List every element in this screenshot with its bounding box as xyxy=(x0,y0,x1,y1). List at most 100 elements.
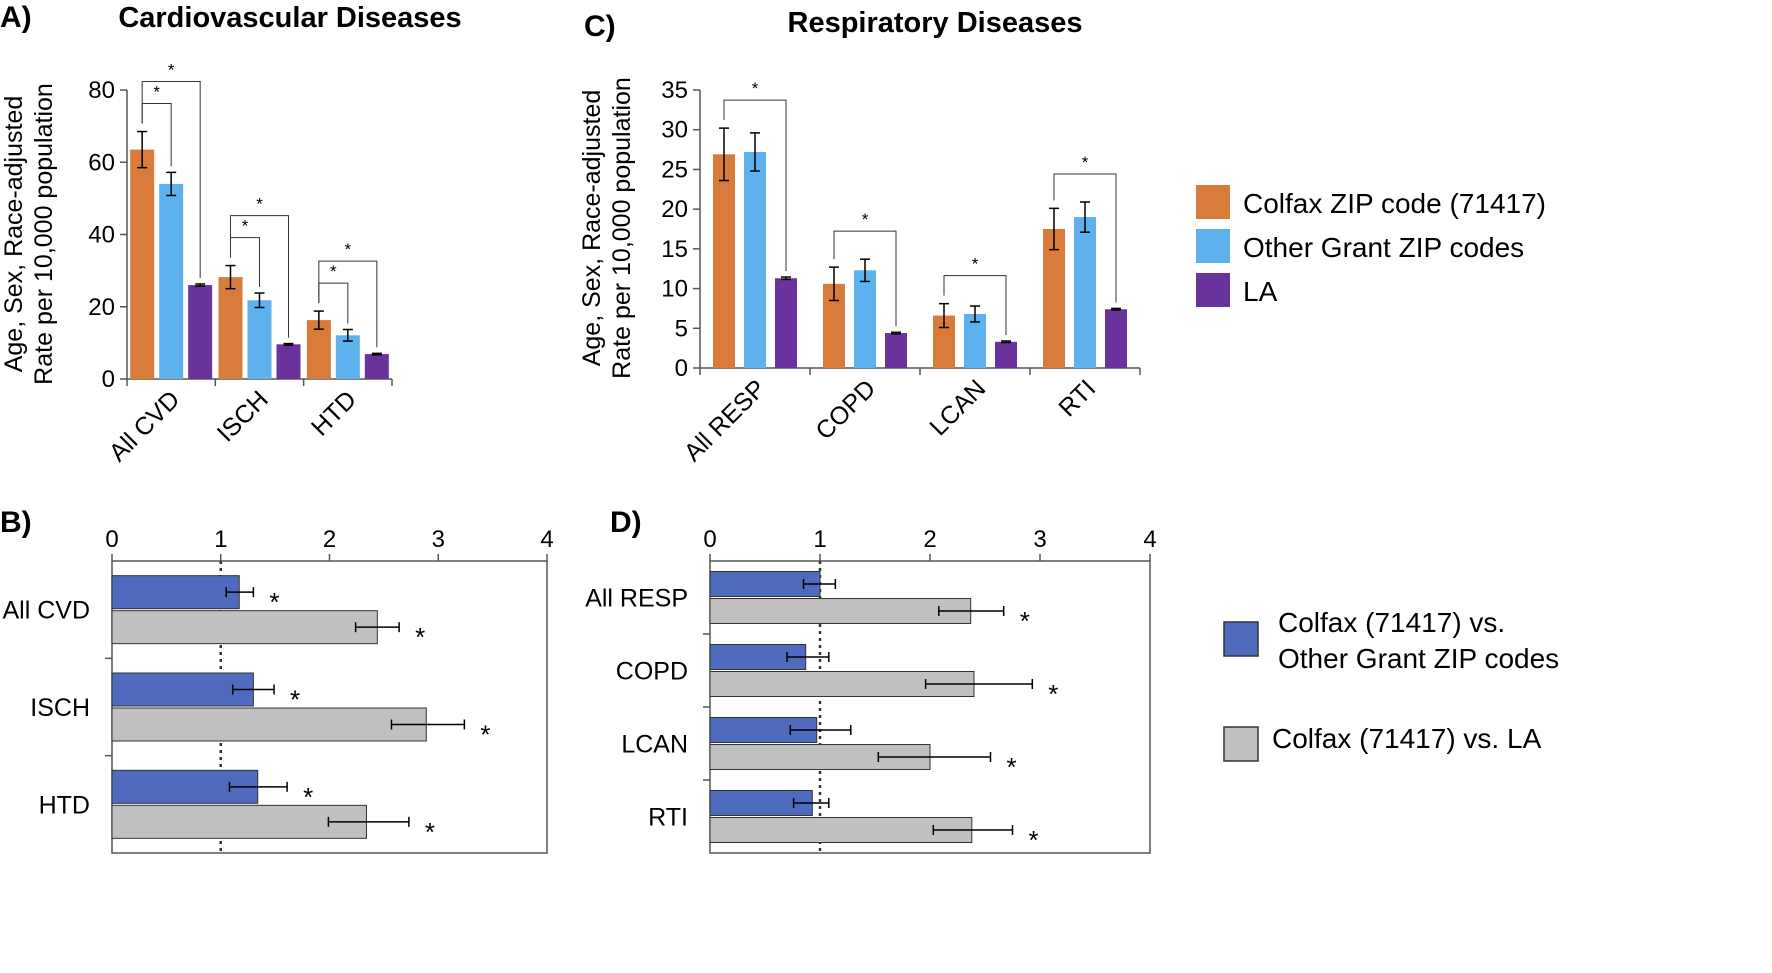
significance-bracket xyxy=(943,275,1007,335)
category-label: ISCH xyxy=(212,385,274,447)
bar xyxy=(218,277,243,379)
legend-label: LA xyxy=(1243,276,1278,307)
bar xyxy=(111,804,367,839)
significance-marker: * xyxy=(1029,825,1039,855)
legend-label: Colfax ZIP code (71417) xyxy=(1243,188,1546,219)
bar xyxy=(709,598,972,624)
panel-a: A) Cardiovascular Diseases Age, Sex, Race-… xyxy=(0,1,462,467)
category-label: All CVD xyxy=(2,597,90,625)
significance-marker: * xyxy=(290,685,300,715)
bar xyxy=(306,320,331,379)
bar xyxy=(1074,217,1096,368)
category-label: All RESP xyxy=(585,585,688,613)
chart-title: Respiratory Diseases xyxy=(788,7,1083,39)
bar xyxy=(1043,229,1065,368)
significance-marker: * xyxy=(972,255,979,274)
legend-swatch xyxy=(1223,726,1259,762)
y-tick-label: 0 xyxy=(102,366,115,393)
panel-b: B) 0 1 2 3 4 All CVD * * ISCH * * HTD * * xyxy=(0,506,554,854)
x-tick-label: 0 xyxy=(703,526,716,553)
y-tick-label: 20 xyxy=(661,196,688,223)
bar xyxy=(709,571,821,597)
legend-top: Colfax ZIP code (71417) Other Grant ZIP c… xyxy=(1196,185,1546,307)
significance-marker: * xyxy=(415,622,425,652)
legend-bottom: Colfax (71417) vs. Other Grant ZIP codes C… xyxy=(1223,607,1559,762)
significance-bracket xyxy=(318,282,349,324)
bar xyxy=(335,335,360,379)
panel-label: A) xyxy=(0,1,32,34)
bar xyxy=(964,313,986,368)
category-label: ISCH xyxy=(30,694,90,722)
significance-marker: * xyxy=(1020,606,1030,636)
significance-marker: * xyxy=(168,61,175,80)
bar xyxy=(709,817,973,843)
significance-bracket xyxy=(833,230,897,327)
y-tick-label: 30 xyxy=(661,117,688,144)
significance-marker: * xyxy=(345,240,352,259)
bar xyxy=(775,278,797,368)
significance-marker: * xyxy=(752,79,759,98)
significance-marker: * xyxy=(153,83,160,102)
category-label: RTI xyxy=(648,804,688,832)
significance-bracket xyxy=(723,99,787,272)
x-tick-label: 1 xyxy=(214,526,227,553)
bar xyxy=(247,300,272,379)
y-tick-label: 60 xyxy=(88,149,115,176)
bar xyxy=(713,154,735,368)
significance-marker: * xyxy=(1007,752,1017,782)
bar xyxy=(823,283,845,368)
significance-marker: * xyxy=(1048,679,1058,709)
bar xyxy=(364,354,389,379)
significance-marker: * xyxy=(242,217,249,236)
x-tick-label: 4 xyxy=(1143,526,1156,553)
bar xyxy=(276,344,301,379)
category-label: HTD xyxy=(306,385,362,441)
panel-label: D) xyxy=(610,506,642,539)
x-tick-label: 2 xyxy=(323,526,336,553)
category-label: LCAN xyxy=(924,374,991,441)
x-tick-label: 4 xyxy=(540,526,553,553)
significance-marker: * xyxy=(1082,153,1089,172)
significance-marker: * xyxy=(480,720,490,750)
bar xyxy=(111,672,254,707)
x-tick-label: 2 xyxy=(923,526,936,553)
legend-label: Other Grant ZIP codes xyxy=(1278,643,1559,674)
significance-bracket xyxy=(1053,173,1117,303)
y-tick-label: 5 xyxy=(675,315,688,342)
bar xyxy=(188,285,213,379)
bar xyxy=(995,341,1017,368)
significance-marker: * xyxy=(862,210,869,229)
panel-label: B) xyxy=(0,506,32,539)
y-tick-label: 10 xyxy=(661,276,688,303)
legend-swatch xyxy=(1196,229,1230,263)
y-tick-label: 25 xyxy=(661,156,688,183)
category-label: RTI xyxy=(1053,374,1101,422)
significance-marker: * xyxy=(269,587,279,617)
legend-swatch xyxy=(1196,273,1230,307)
bar xyxy=(1105,309,1127,368)
panel-label: C) xyxy=(584,10,616,43)
legend-label: Colfax (71417) vs. LA xyxy=(1272,723,1542,754)
legend-label: Other Grant ZIP codes xyxy=(1243,232,1524,263)
bar xyxy=(744,151,766,368)
x-tick-label: 3 xyxy=(1033,526,1046,553)
significance-bracket xyxy=(141,81,201,278)
x-tick-label: 1 xyxy=(813,526,826,553)
bar xyxy=(159,183,184,379)
significance-marker: * xyxy=(256,195,263,214)
bar xyxy=(854,270,876,368)
y-axis-label: Age, Sex, Race-adjusted xyxy=(578,90,606,367)
category-label: LCAN xyxy=(621,731,688,759)
y-tick-label: 35 xyxy=(661,77,688,104)
chart-title: Cardiovascular Diseases xyxy=(118,2,461,34)
y-tick-label: 0 xyxy=(675,355,688,382)
x-tick-label: 3 xyxy=(432,526,445,553)
category-label: COPD xyxy=(810,374,881,445)
y-axis-label: Rate per 10,000 population xyxy=(30,83,58,385)
significance-marker: * xyxy=(303,782,313,812)
y-tick-label: 80 xyxy=(88,77,115,104)
y-tick-label: 15 xyxy=(661,236,688,263)
category-label: COPD xyxy=(616,658,688,686)
significance-marker: * xyxy=(330,262,337,281)
